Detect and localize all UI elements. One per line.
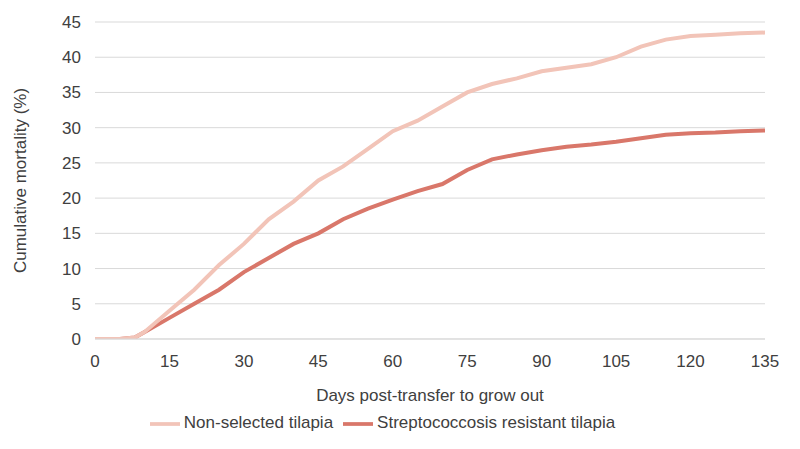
svg-text:25: 25 <box>62 154 81 173</box>
svg-text:15: 15 <box>160 352 179 371</box>
html-text:Streptococcosis resistant tila: Streptococcosis resistant tilapia <box>377 413 616 433</box>
svg-text:0: 0 <box>72 330 81 349</box>
svg-text:120: 120 <box>676 352 704 371</box>
svg-text:Cumulative mortality (%): Cumulative mortality (%) <box>11 88 30 273</box>
svg-text:45: 45 <box>309 352 328 371</box>
svg-text:75: 75 <box>458 352 477 371</box>
html-text:Non-selected tilapia: Non-selected tilapia <box>183 413 334 433</box>
svg-text:10: 10 <box>62 260 81 279</box>
svg-text:45: 45 <box>62 13 81 32</box>
svg-text:15: 15 <box>62 224 81 243</box>
svg-text:5: 5 <box>72 295 81 314</box>
svg-text:30: 30 <box>234 352 253 371</box>
svg-text:60: 60 <box>383 352 402 371</box>
svg-text:20: 20 <box>62 189 81 208</box>
svg-text:0: 0 <box>90 352 99 371</box>
svg-text:30: 30 <box>62 119 81 138</box>
svg-text:35: 35 <box>62 83 81 102</box>
svg-text:90: 90 <box>532 352 551 371</box>
svg-text:135: 135 <box>751 352 779 371</box>
svg-text:40: 40 <box>62 48 81 67</box>
svg-text:105: 105 <box>602 352 630 371</box>
svg-text:Days post-transfer to grow out: Days post-transfer to grow out <box>316 386 544 405</box>
